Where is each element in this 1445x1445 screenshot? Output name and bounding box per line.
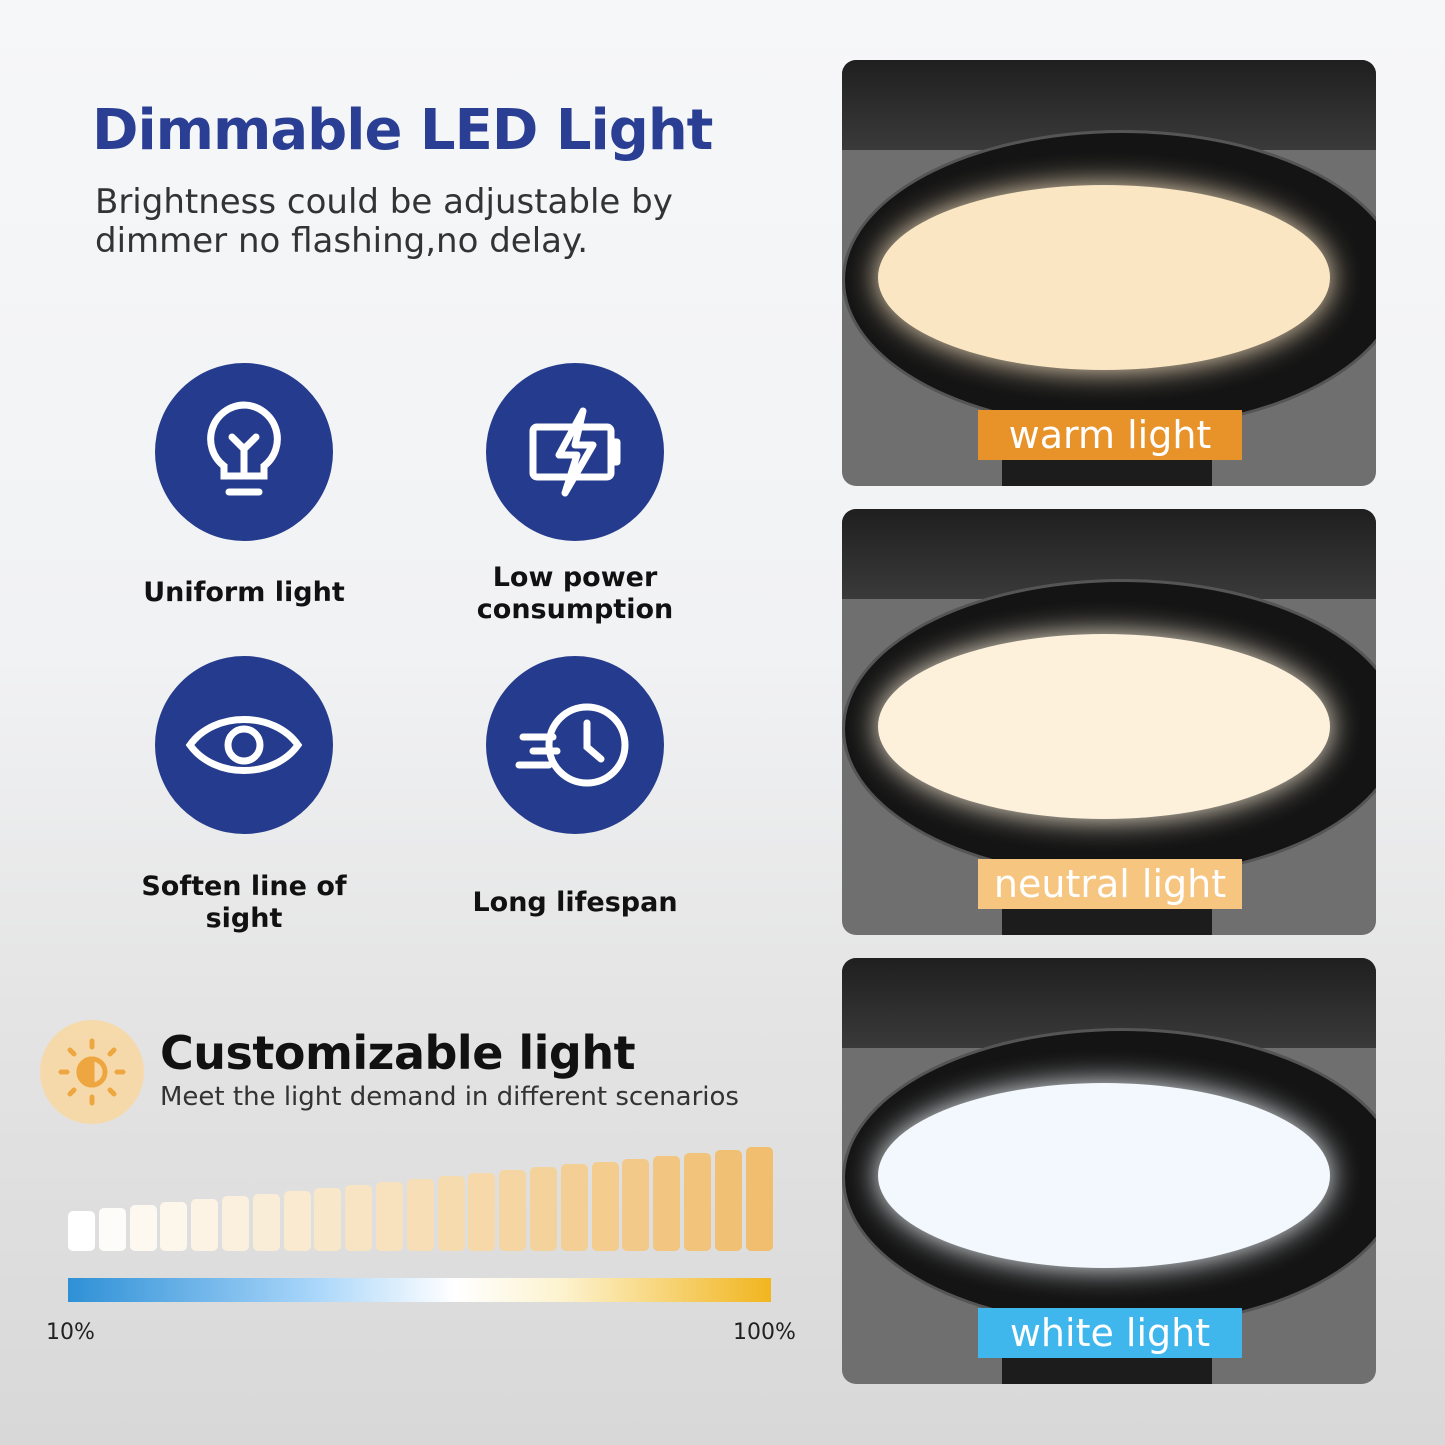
brightness-bar [591,1161,619,1251]
brightness-bar [499,1170,527,1251]
brightness-bar [560,1164,588,1251]
lightbulb-icon [155,363,333,541]
brightness-bar [252,1193,280,1251]
warm-light-panel: warm light [842,60,1376,486]
customizable-title: Customizable light [160,1026,636,1080]
fast-clock-icon [486,656,664,834]
brightness-bar [160,1202,188,1251]
min-label: 10% [46,1320,95,1345]
brightness-bar [437,1176,465,1251]
brightness-bar [530,1167,557,1251]
brightness-bar [283,1190,311,1251]
light-disk [878,185,1330,370]
brightness-bar [745,1147,773,1251]
max-label: 100% [733,1320,796,1345]
brightness-bar [468,1173,496,1251]
brightness-bar [714,1149,742,1251]
panel-label: warm light [978,410,1242,460]
brightness-bar [345,1184,373,1251]
panel-label: white light [978,1308,1242,1358]
sun-brightness-icon [40,1020,144,1124]
light-disk [878,634,1330,819]
brightness-bar [191,1199,219,1251]
page-subtitle: Brightness could be adjustable by dimmer… [95,182,673,261]
panel-label: neutral light [978,859,1242,909]
neutral-light-panel: neutral light [842,509,1376,935]
feature-label: Uniform light [143,577,345,608]
brightness-bar [314,1187,342,1251]
brightness-bar [68,1211,95,1251]
feature-label: Long lifespan [472,887,678,918]
brightness-bar [406,1179,434,1251]
eye-icon [155,656,333,834]
customizable-subtitle: Meet the light demand in different scena… [160,1082,739,1112]
feature-label: Soften line of sight [141,871,347,934]
battery-bolt-icon [486,363,664,541]
brightness-bar [653,1155,681,1251]
feature-label: Low power consumption [476,562,674,625]
brightness-bar [684,1152,711,1251]
brightness-bar [222,1196,249,1251]
brightness-bar [376,1181,403,1251]
page-title: Dimmable LED Light [92,98,713,163]
white-light-panel: white light [842,958,1376,1384]
color-temperature-gradient [68,1278,771,1302]
light-disk [878,1083,1330,1268]
brightness-bar [129,1205,157,1251]
brightness-bar [98,1208,126,1251]
brightness-bar [622,1158,650,1251]
